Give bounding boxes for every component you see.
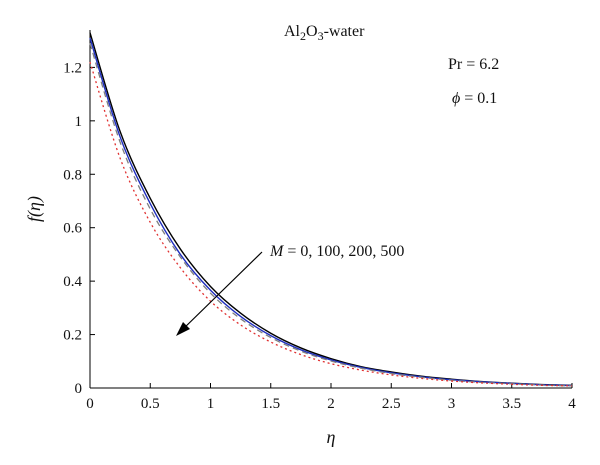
m-symbol: M bbox=[269, 243, 285, 260]
series-line-0 bbox=[89, 32, 573, 387]
x-tick-label: 3.5 bbox=[502, 396, 521, 412]
fluid-sub1: 2 bbox=[300, 29, 306, 43]
y-tick-label: 1 bbox=[75, 114, 83, 130]
fluid-base: Al bbox=[284, 23, 301, 40]
y-tick-label: 0.2 bbox=[63, 328, 82, 344]
trend-arrow bbox=[176, 251, 263, 336]
fluid-annotation: Al2O3-water bbox=[284, 23, 365, 43]
phi-symbol: ϕ bbox=[452, 90, 460, 107]
x-tick-label: 0.5 bbox=[141, 396, 160, 412]
x-tick-label: 2 bbox=[327, 396, 335, 412]
y-tick-label: 0.6 bbox=[63, 221, 82, 237]
x-tick-label: 4 bbox=[568, 396, 576, 412]
axis-ticks: 0 0.5 1 1.5 2 2.5 3 3.5 4 0 0.2 0.4 0.6 0.8 1 1.2 bbox=[63, 60, 576, 412]
series-group bbox=[89, 32, 573, 387]
x-tick-label: 1 bbox=[207, 396, 215, 412]
fluid-tail: -water bbox=[324, 23, 366, 40]
fluid-mid: O bbox=[306, 23, 318, 40]
x-tick-label: 3 bbox=[448, 396, 456, 412]
fluid-sub2: 3 bbox=[318, 29, 324, 43]
phi-value: = 0.1 bbox=[460, 90, 497, 107]
y-tick-label: 1.2 bbox=[63, 60, 82, 76]
x-tick-label: 1.5 bbox=[261, 396, 280, 412]
x-axis-label: η bbox=[327, 427, 336, 447]
y-axis-label: f(η) bbox=[24, 196, 45, 222]
series-line-2 bbox=[89, 43, 573, 387]
plot-frame bbox=[89, 30, 572, 389]
phi-annotation: ϕ = 0.1 bbox=[452, 90, 497, 107]
x-tick-label: 0 bbox=[86, 396, 94, 412]
y-tick-label: 0.8 bbox=[63, 167, 82, 183]
y-tick-label: 0.4 bbox=[63, 274, 82, 290]
y-tick-label: 0 bbox=[75, 381, 83, 397]
trend-arrow-head bbox=[176, 322, 190, 336]
series-line-3 bbox=[89, 61, 573, 387]
series-line-1 bbox=[89, 37, 573, 387]
m-annotation: M = 0, 100, 200, 500 bbox=[269, 243, 404, 260]
prandtl-annotation: Pr = 6.2 bbox=[448, 56, 499, 73]
trend-arrow-shaft bbox=[179, 251, 263, 333]
x-tick-label: 2.5 bbox=[382, 396, 401, 412]
m-values: = 0, 100, 200, 500 bbox=[283, 243, 404, 260]
